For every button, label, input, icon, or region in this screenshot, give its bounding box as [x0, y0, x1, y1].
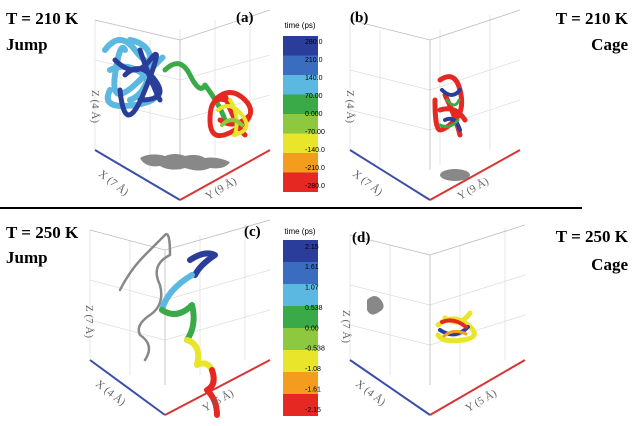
- temperature: T = 210 K: [556, 9, 629, 28]
- axis-label: Z (7 Å): [340, 310, 352, 343]
- colorbar-tick-label: -140.0: [305, 147, 325, 154]
- colorbar-tick-label: 70.00: [305, 93, 323, 100]
- panel-c-box: [89, 219, 271, 418]
- colorbar-tick-label: -280.0: [305, 183, 325, 190]
- panel-label: (d): [352, 230, 370, 246]
- temperature: T = 250 K: [6, 223, 79, 242]
- axis-label: X (7 Å): [96, 168, 131, 199]
- axis-label: Z (7 Å): [83, 305, 95, 338]
- temperature: T = 210 K: [6, 9, 79, 28]
- panel-d-box: [349, 224, 526, 416]
- colorbar-tick-label: 2.15: [305, 244, 319, 251]
- colorbar-tick-label: 0.00: [305, 325, 319, 332]
- colorbar-2: [283, 240, 318, 416]
- colorbar-tick-label: -70.00: [305, 129, 325, 136]
- colorbar-tick-label: 0.538: [305, 305, 323, 312]
- panel-b-box: [349, 9, 521, 201]
- mode: Jump: [6, 35, 48, 54]
- colorbar-title: time (ps): [284, 21, 315, 30]
- colorbar-tick-label: 1.61: [305, 264, 319, 271]
- axis-label: Y (9 Å): [204, 175, 240, 202]
- colorbar-title: time (ps): [284, 227, 315, 236]
- axis-label: X (4 Å): [93, 378, 128, 409]
- mode: Cage: [591, 35, 628, 54]
- mode: Jump: [6, 248, 48, 267]
- colorbar-tick-label: -210.0: [305, 165, 325, 172]
- colorbar-tick-label: 280.0: [305, 39, 323, 46]
- colorbar-tick-label: 0.000: [305, 111, 323, 118]
- colorbar-tick-label: -2.15: [305, 407, 321, 414]
- mode: Cage: [591, 255, 628, 274]
- temperature: T = 250 K: [556, 227, 629, 246]
- panel-label: (a): [236, 10, 254, 26]
- colorbar-tick-label: -0.538: [305, 346, 325, 353]
- colorbar-tick-label: -1.08: [305, 366, 321, 373]
- colorbar-ticks: 280.0 210.0 140.0 70.00 0.000 -70.00 -140.0 -21…: [305, 39, 325, 414]
- colorbar-1: [283, 36, 318, 192]
- panel-a-box: [94, 9, 271, 201]
- axis-label: X (7 Å): [350, 168, 385, 199]
- colorbar-tick-label: 140.0: [305, 75, 323, 82]
- colorbar-tick-label: -1.61: [305, 386, 321, 393]
- panel-label: (b): [350, 10, 368, 26]
- colorbar-tick-label: 210.0: [305, 57, 323, 64]
- axis-label: Z (4 Å): [344, 90, 356, 123]
- colorbar-tick-label: 1.07: [305, 285, 319, 292]
- axis-label: Z (4 Å): [89, 90, 101, 123]
- axis-label: Y (5 Å): [464, 387, 500, 414]
- panel-label: (c): [244, 224, 261, 240]
